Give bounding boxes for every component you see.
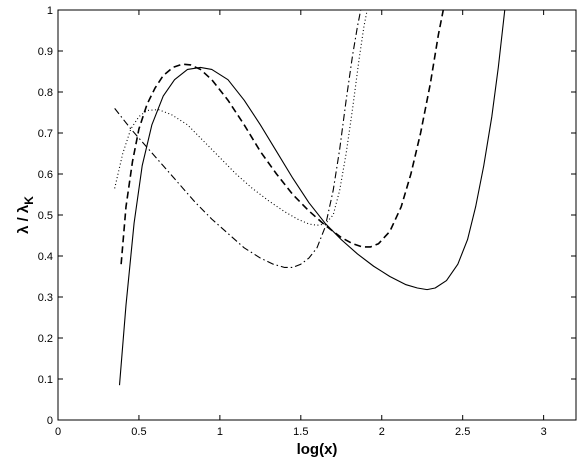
x-tick-label: 3 (541, 426, 547, 438)
y-axis-title-main: λ / λ (15, 204, 32, 234)
y-tick-label: 0.2 (38, 333, 53, 345)
y-tick-label: 0 (47, 415, 53, 427)
y-tick-label: 0.4 (38, 251, 53, 263)
x-axis-title: log(x) (297, 441, 338, 458)
y-tick-label: 0.5 (38, 210, 53, 222)
y-tick-label: 0.3 (38, 292, 53, 304)
series-line-dotted (114, 9, 368, 226)
x-tick-label: 0 (55, 426, 61, 438)
series-line-dashed (120, 9, 445, 265)
x-tick-label: 1.5 (293, 426, 308, 438)
y-tick-label: 0.7 (38, 128, 53, 140)
y-axis-title: λ / λK (15, 196, 36, 234)
x-tick-label: 2.5 (455, 426, 470, 438)
y-tick-label: 0.6 (38, 169, 53, 181)
y-axis-title-subscript: K (22, 196, 36, 205)
y-tick-label: 0.8 (38, 87, 53, 99)
x-tick-label: 0.5 (131, 426, 146, 438)
x-tick-label: 2 (379, 426, 385, 438)
y-tick-label: 1 (47, 5, 53, 17)
axis-ticks: 0 0.5 1 1.5 2 2.5 3 0 0.1 0.2 0.3 0.4 0.5 0.6 0.7 0.8 0.… (38, 5, 576, 438)
series-group (114, 9, 506, 386)
y-tick-label: 0.1 (38, 374, 53, 386)
y-tick-label: 0.9 (38, 46, 53, 58)
series-line-dashdot (114, 9, 362, 269)
x-tick-label: 1 (217, 426, 223, 438)
series-line-solid (118, 9, 506, 386)
